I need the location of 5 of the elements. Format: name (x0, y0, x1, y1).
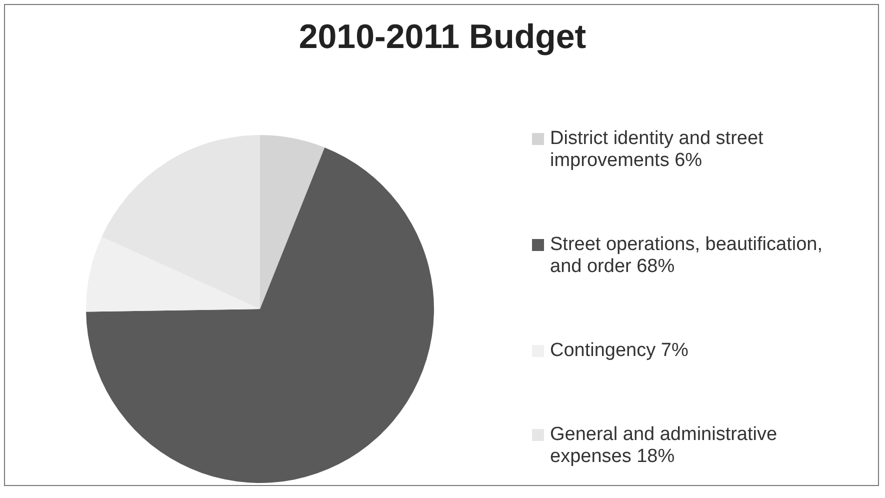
legend-label: District identity and street improvements 6% (550, 128, 764, 172)
legend-label: Contingency 7% (550, 340, 688, 362)
legend-label: Street operations, beautification, and order 68% (550, 234, 824, 278)
chart-title: 2010-2011 Budget (298, 18, 588, 57)
legend-label: General and administrative expenses 18% (550, 424, 778, 468)
